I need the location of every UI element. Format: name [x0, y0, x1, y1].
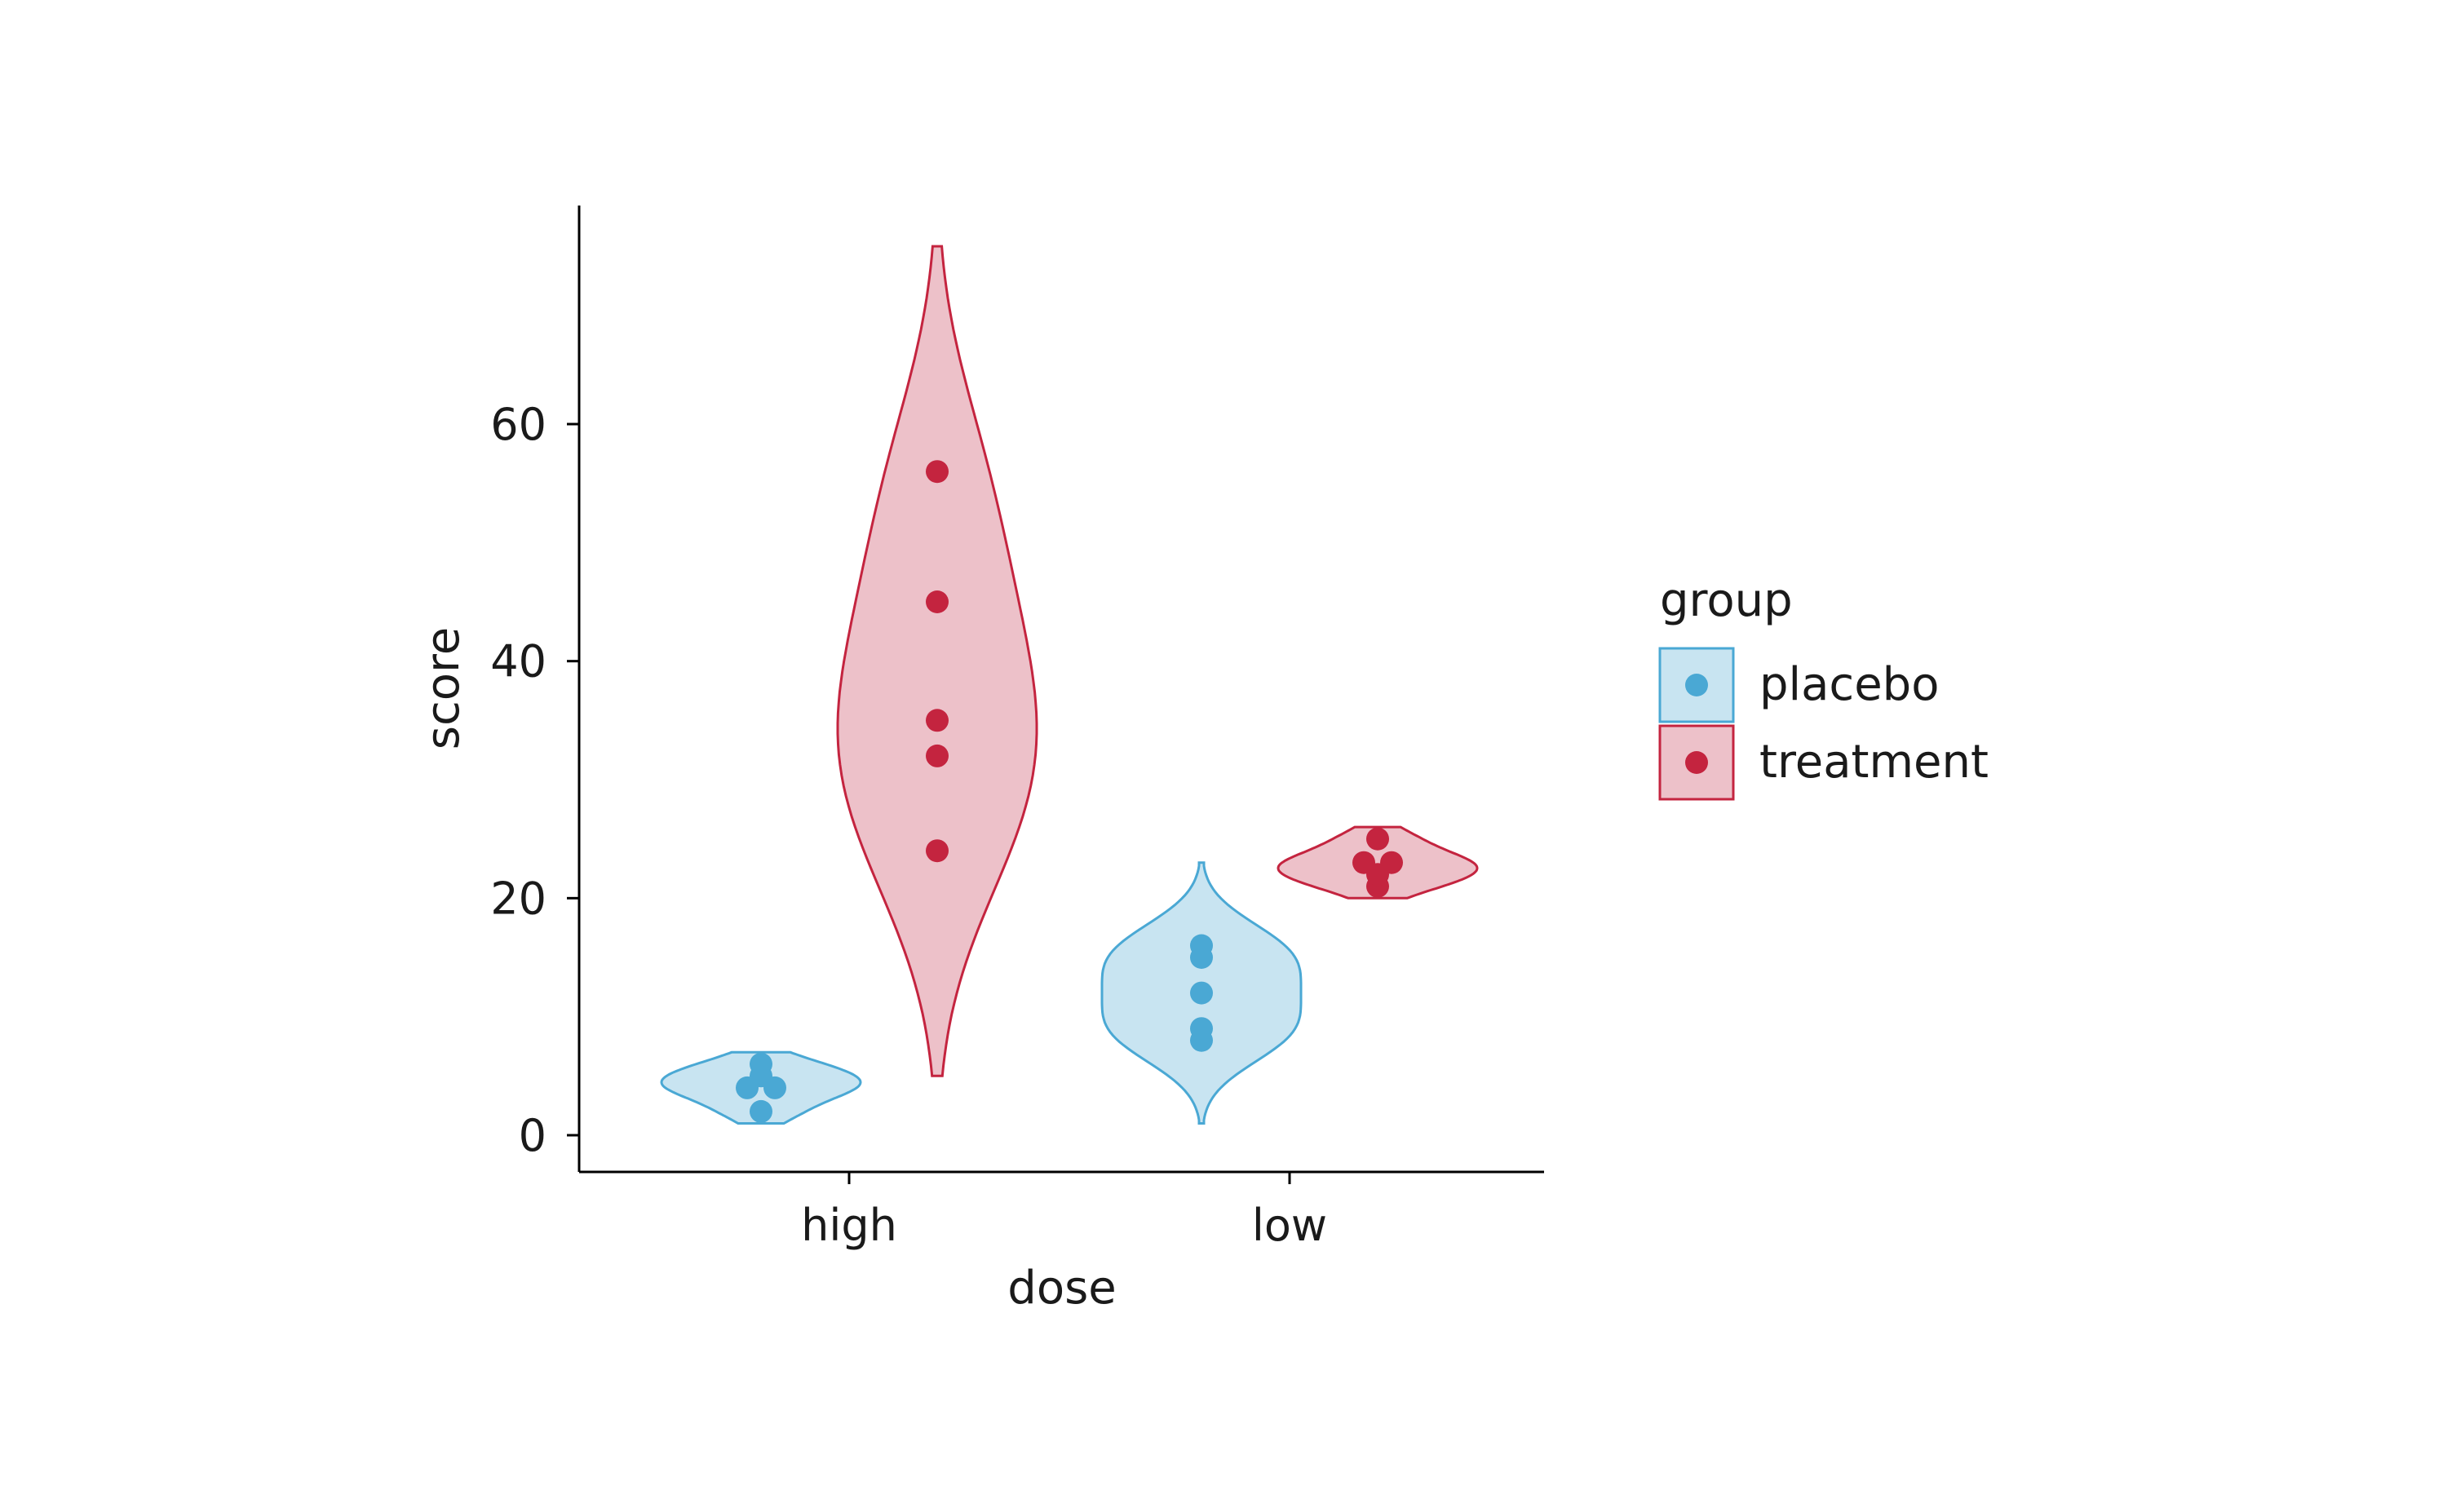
violin-placebo-high	[660, 1050, 862, 1125]
x-tick-label: low	[1252, 1200, 1327, 1251]
legend-marker-treatment	[1685, 751, 1708, 774]
legend: group placebo treatment	[1658, 574, 1989, 801]
legend-label-placebo: placebo	[1759, 658, 1939, 711]
plot-area	[660, 245, 1479, 1125]
data-point-treatment	[926, 590, 949, 613]
legend-label-treatment: treatment	[1759, 736, 1989, 789]
data-point-placebo	[750, 1052, 772, 1076]
y-tick-label: 60	[490, 399, 546, 450]
violin-treatment-high	[836, 245, 1038, 1077]
x-ticks: high low	[801, 1172, 1327, 1251]
data-point-placebo	[750, 1099, 772, 1123]
x-axis-title: dose	[1007, 1262, 1116, 1315]
data-point-treatment	[926, 744, 949, 767]
y-tick-label: 20	[490, 873, 546, 924]
data-point-placebo	[1190, 1017, 1213, 1041]
data-point-treatment	[926, 839, 949, 863]
x-tick-label: high	[801, 1200, 897, 1251]
y-axis-title: score	[417, 627, 470, 749]
axes	[577, 206, 1544, 1174]
y-tick-label: 0	[519, 1110, 546, 1161]
data-point-treatment	[926, 709, 949, 732]
legend-entries: placebo treatment	[1658, 647, 1989, 801]
violin-treatment-low	[1277, 825, 1479, 900]
y-ticks: 0 20 40 60	[490, 399, 579, 1161]
data-point-placebo	[1190, 934, 1213, 957]
data-point-treatment	[926, 460, 949, 484]
data-point-placebo	[1190, 981, 1213, 1005]
legend-title: group	[1660, 574, 1793, 627]
data-point-treatment	[1380, 851, 1403, 874]
data-point-treatment	[1366, 827, 1389, 851]
legend-marker-placebo	[1685, 674, 1708, 696]
data-point-treatment	[1352, 851, 1375, 874]
y-tick-label: 40	[490, 636, 546, 687]
